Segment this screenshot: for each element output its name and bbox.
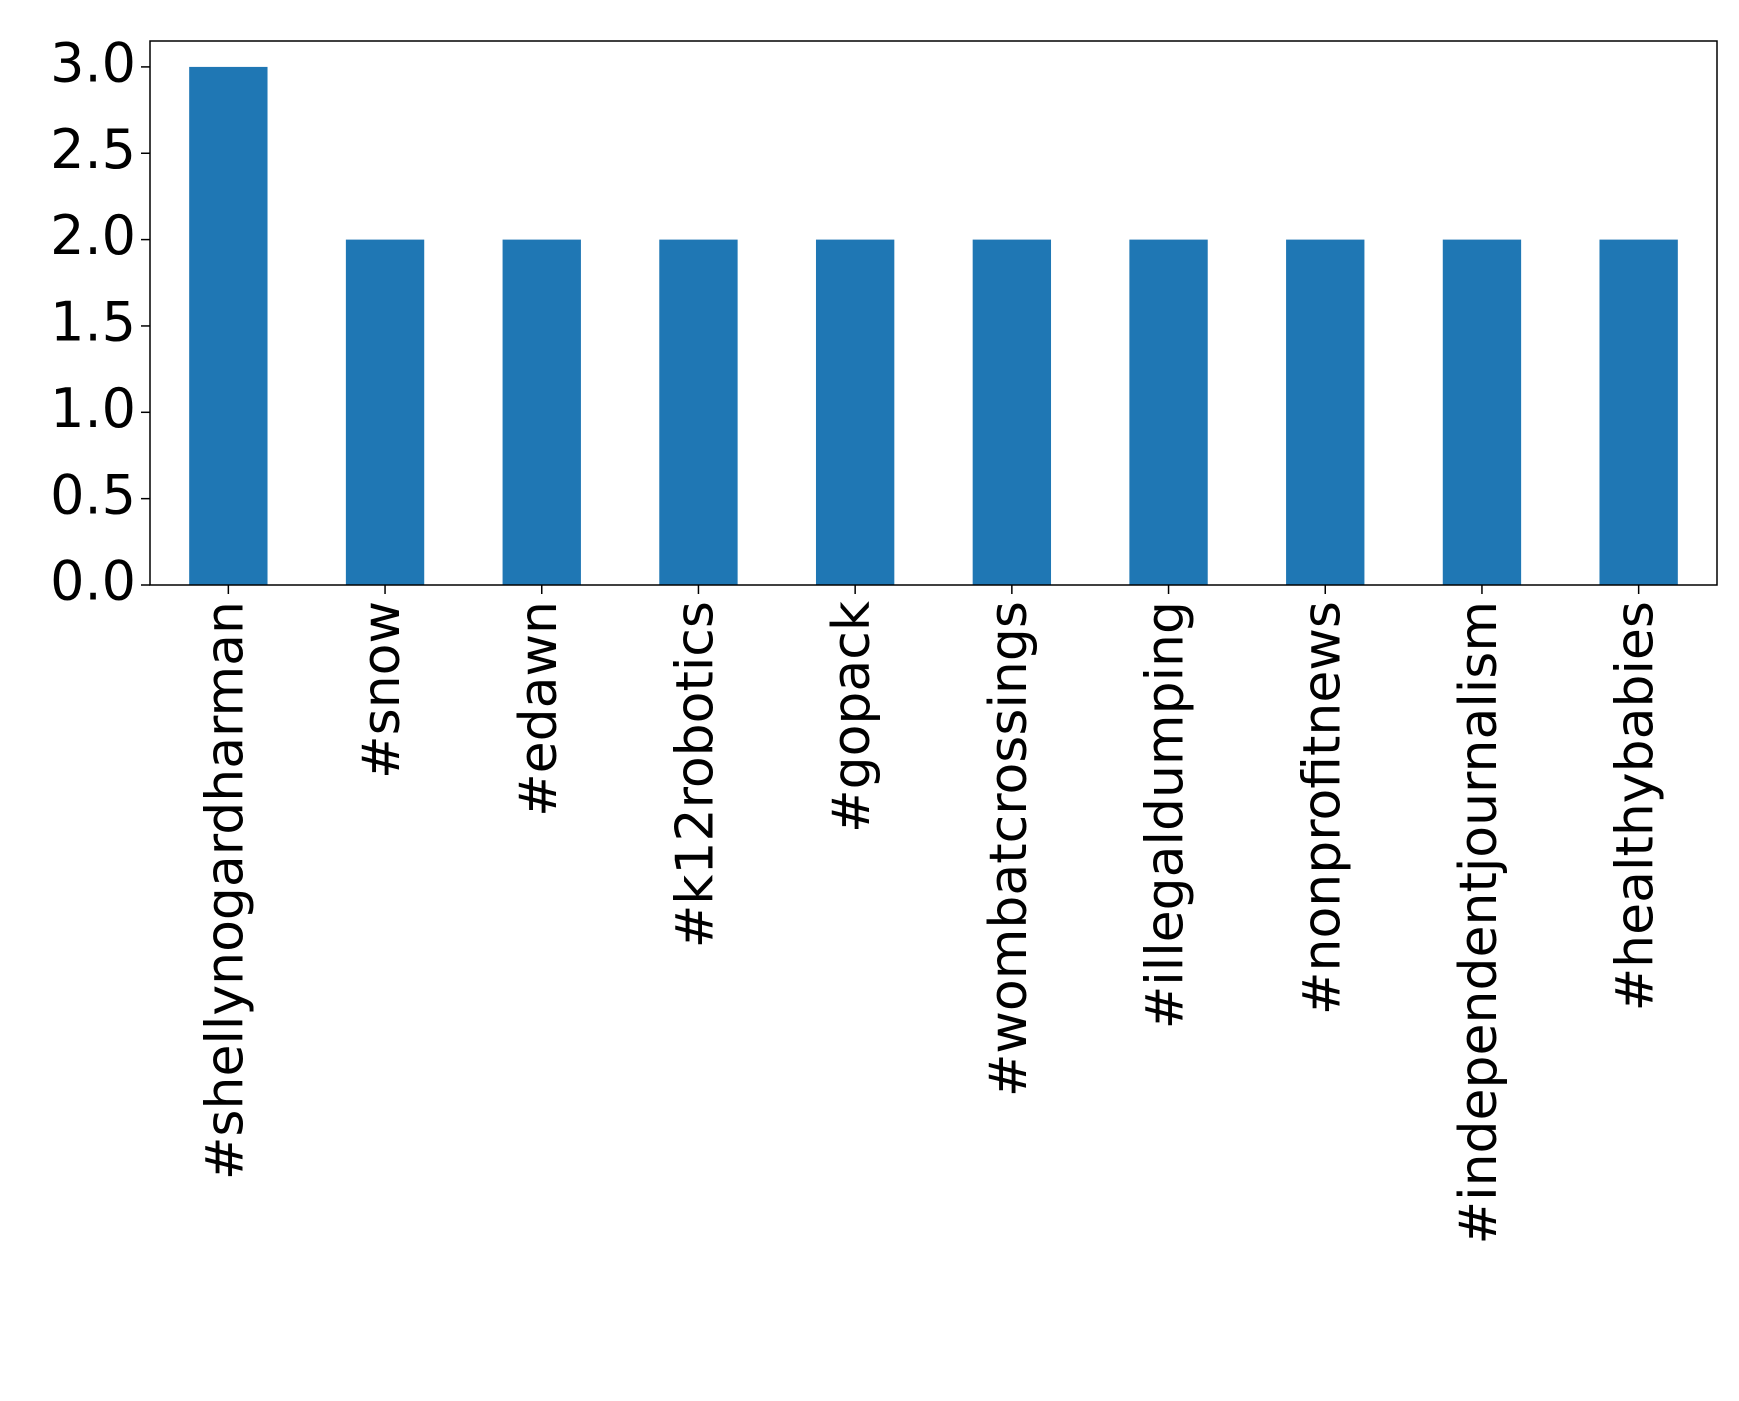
bar bbox=[1599, 239, 1678, 585]
bar bbox=[1129, 239, 1208, 585]
x-tick-label: #independentjournalism bbox=[1449, 601, 1509, 1244]
x-tick-label: #edawn bbox=[509, 601, 569, 817]
bar bbox=[972, 239, 1052, 585]
bar bbox=[659, 239, 738, 585]
x-tick-label: #gopack bbox=[822, 601, 882, 833]
bar bbox=[815, 239, 895, 585]
y-tick-label: 1.5 bbox=[50, 291, 136, 354]
x-tick-label: #healthybabies bbox=[1606, 601, 1666, 1011]
x-tick-label: #snow bbox=[352, 601, 412, 779]
x-tick-label: #k12robotics bbox=[665, 601, 725, 948]
x-tick-label: #illegaldumping bbox=[1136, 601, 1196, 1029]
y-tick-label: 0.5 bbox=[50, 463, 136, 526]
y-tick-label: 2.0 bbox=[50, 204, 136, 267]
bar bbox=[189, 66, 268, 585]
x-tick-label: #wombatcrossings bbox=[979, 601, 1039, 1097]
y-tick-label: 0.0 bbox=[50, 550, 136, 613]
bar bbox=[1442, 239, 1522, 585]
y-tick-label: 3.0 bbox=[50, 32, 136, 95]
bar bbox=[1286, 239, 1365, 585]
x-tick-label: #shellynogardharman bbox=[195, 601, 255, 1180]
bar bbox=[345, 239, 425, 585]
x-tick-label: #nonprofitnews bbox=[1292, 601, 1352, 1015]
y-tick-label: 1.0 bbox=[50, 377, 136, 440]
plot-frame bbox=[149, 40, 1718, 586]
bar bbox=[502, 239, 581, 585]
y-tick-label: 2.5 bbox=[50, 118, 136, 181]
